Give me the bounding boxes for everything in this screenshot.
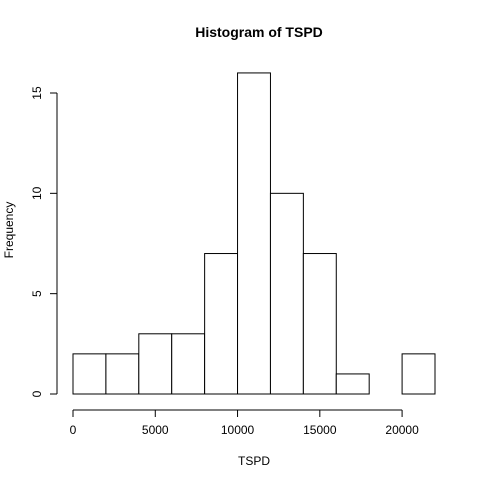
y-tick-label: 10 [30, 186, 44, 200]
y-tick-label: 0 [30, 390, 44, 397]
histogram-bar [72, 353, 107, 395]
x-tick-label: 0 [70, 423, 77, 437]
histogram-bar [171, 333, 206, 395]
x-tick-label: 15000 [303, 423, 337, 437]
histogram-bar [204, 253, 239, 395]
histogram-bar [237, 72, 271, 395]
bars-group [72, 72, 436, 395]
x-tick-label: 10000 [221, 423, 255, 437]
y-axis-label: Frequency [2, 202, 16, 259]
histogram-bar [269, 192, 304, 395]
histogram-bar [401, 353, 436, 395]
y-tick-label: 5 [30, 290, 44, 297]
chart-title: Histogram of TSPD [195, 24, 323, 40]
x-tick-label: 20000 [385, 423, 419, 437]
x-axis: 0 5000 10000 15000 20000 [70, 409, 419, 437]
histogram-bar [105, 353, 140, 395]
y-tick-label: 15 [30, 86, 44, 100]
x-axis-label: TSPD [238, 454, 270, 468]
y-axis: 0 5 10 15 [30, 86, 58, 397]
histogram-bar [138, 333, 173, 395]
histogram-bar [302, 253, 337, 395]
histogram-bar [335, 373, 370, 395]
x-tick-label: 5000 [142, 423, 169, 437]
